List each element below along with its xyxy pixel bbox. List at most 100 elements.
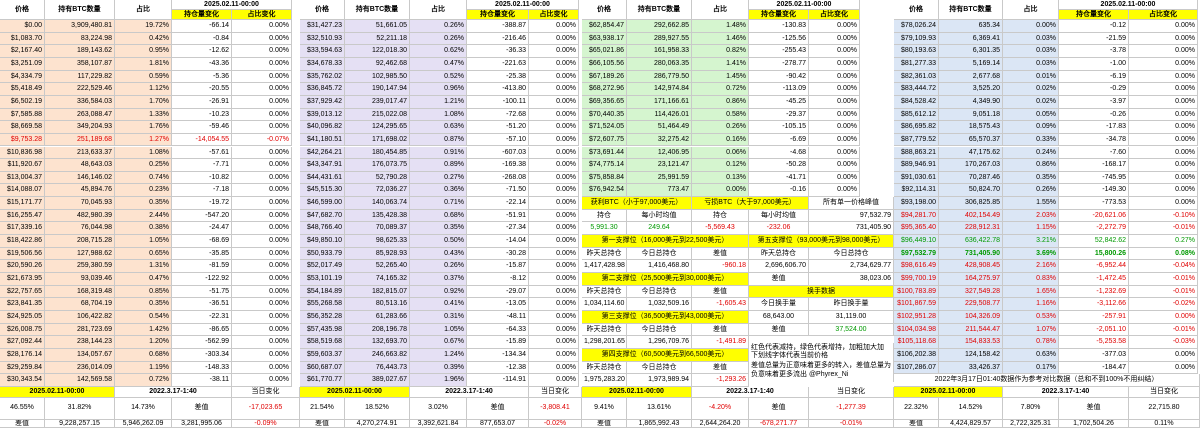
cell-price: $99,700.19 (894, 273, 939, 286)
today-hold-label: 今日总持仓 (627, 247, 692, 261)
cell-pct-change: 0.00% (529, 374, 579, 387)
cell-pct: 1.27% (115, 133, 172, 147)
cell-pct: 0.95% (115, 45, 172, 58)
cell-price: $17,339.16 (0, 222, 45, 236)
cell-hold-change: -38.11 (172, 374, 232, 387)
cell-pct-change: 0.00% (529, 197, 579, 210)
cell-btc: 23,121.47 (627, 159, 692, 172)
cell-btc: 6,369.41 (939, 32, 1003, 46)
cell-pct-change: 0.00% (809, 20, 860, 33)
cell-hold-change: -12.62 (172, 45, 232, 58)
cell-btc: 51,661.05 (345, 20, 410, 33)
cell-pct-change: 0.00% (809, 95, 860, 109)
cell-pct: 0.62% (410, 45, 467, 58)
cell-pct-change: 0.00% (529, 121, 579, 134)
yesterday-hold-label: 昨天总持仓 (582, 323, 627, 337)
cell-btc: 349,204.93 (45, 121, 115, 134)
cell-hold-change: -149.30 (1059, 184, 1129, 198)
cell-btc: 98,625.33 (345, 235, 410, 248)
cell-pct-change: 0.00% (232, 70, 292, 84)
cell-pct-change: 0.00% (1129, 159, 1198, 172)
cell-pct-change: 0.00% (232, 146, 292, 160)
cell-pct: 0.37% (410, 273, 467, 286)
cell-price: $16,255.47 (0, 209, 45, 223)
loss-hold: -5,569.43 (692, 222, 749, 236)
cell-price: $93,198.00 (894, 197, 939, 210)
cell-pct-change: 0.00% (1129, 348, 1198, 362)
cell-hold-change: -51.20 (467, 121, 529, 134)
diff-label: 差值 (749, 323, 809, 337)
cell-hold-change: -59.46 (172, 121, 232, 134)
cell-price: $98,616.49 (894, 260, 939, 273)
cell-price: $4,334.79 (0, 70, 45, 84)
cell-pct: 19.72% (115, 20, 172, 33)
cell-btc: 9,051.18 (939, 108, 1003, 122)
header-date: 2025.02.11-00:00 (749, 0, 860, 10)
cell-price: $57,435.98 (300, 323, 345, 337)
cell-pct-change: 0.00% (1129, 32, 1198, 46)
summary-pct-b: 13.61% (627, 398, 692, 420)
cell-btc: 65,570.37 (939, 133, 1003, 147)
cell-price: $45,515.30 (300, 184, 345, 198)
cell-hold-change: -1,472.45 (1059, 273, 1129, 286)
cell-btc: 215,022.08 (345, 108, 410, 122)
cell-hold-change: -45.25 (749, 95, 809, 109)
cell-btc: 70,287.46 (939, 171, 1003, 185)
cell-btc: 45,894.76 (45, 184, 115, 198)
cell-hold-change: -377.03 (1059, 348, 1129, 362)
summary-today-value: 22,715.80 (1129, 398, 1200, 420)
cell-hold-change: -113.09 (749, 83, 809, 96)
cell-pct: 0.50% (410, 235, 467, 248)
peak-btc: 731,405.90 (809, 222, 894, 236)
cell-price: $63,938.17 (582, 32, 627, 46)
cell-price: $22,757.65 (0, 285, 45, 299)
cell-pct: 0.43% (410, 247, 467, 261)
cell-btc: 25,991.59 (627, 171, 692, 185)
avg-label: 每小时均值 (627, 209, 692, 223)
cell-btc: 171,698.02 (345, 133, 410, 147)
header-pct-change: 占比变化 (529, 10, 579, 20)
summary-today-value: -3,808.41 (529, 398, 582, 420)
cell-pct: 0.06% (692, 146, 749, 160)
cell-pct-change: 0.00% (1129, 121, 1198, 134)
cell-hold-change: -278.77 (749, 57, 809, 71)
cell-price: $62,854.47 (582, 20, 627, 33)
note-line: 差值总量为正意味着更多的转入，差值总量为 (749, 360, 894, 373)
cell-pct: 0.42% (115, 32, 172, 46)
cell-btc: 33,426.37 (939, 361, 1003, 375)
cell-pct: 0.54% (115, 310, 172, 324)
cell-hold-change: -216.46 (467, 32, 529, 46)
cell-hold-change: -8.12 (467, 273, 529, 286)
cell-pct-change: 0.00% (809, 70, 860, 84)
cell-btc: 104,326.09 (939, 310, 1003, 324)
cell-hold-change: -2,272.79 (1059, 222, 1129, 236)
today-hold-label: 今日总持仓 (627, 285, 692, 299)
cell-price: $6,502.19 (0, 95, 45, 109)
cell-price: $34,678.33 (300, 57, 345, 71)
s1-diff: -960.18 (692, 260, 749, 273)
cell-hold-change: -184.47 (1059, 361, 1129, 375)
cell-hold-change: -0.84 (172, 32, 232, 46)
cell-btc: 236,014.09 (45, 361, 115, 375)
today-turnover-label: 今日换手量 (749, 298, 809, 311)
cell-pct: 1.70% (115, 95, 172, 109)
cell-btc: 289,927.55 (627, 32, 692, 46)
cell-pct-change: 0.00% (529, 348, 579, 362)
cell-price: $101,867.59 (894, 298, 939, 311)
cell-pct: 0.89% (410, 159, 467, 172)
cell-pct-change: 0.00% (529, 209, 579, 223)
cell-price: $107,286.07 (894, 361, 939, 375)
cell-btc: 68,704.19 (45, 298, 115, 311)
cell-price: $24,925.05 (0, 310, 45, 324)
cell-pct: 1.21% (410, 95, 467, 109)
cell-pct-change: 0.00% (232, 361, 292, 375)
header-price: 价格 (582, 0, 627, 20)
cell-price: $94,281.70 (894, 209, 939, 223)
header-date: 2025.02.11-00:00 (172, 0, 292, 10)
header-pct: 占比 (410, 0, 467, 20)
cell-hold-change: -547.20 (172, 209, 232, 223)
cell-btc: 92,462.68 (345, 57, 410, 71)
cell-btc: 127,988.62 (45, 247, 115, 261)
header-pct: 占比 (115, 0, 172, 20)
cell-btc: 190,147.94 (345, 83, 410, 96)
